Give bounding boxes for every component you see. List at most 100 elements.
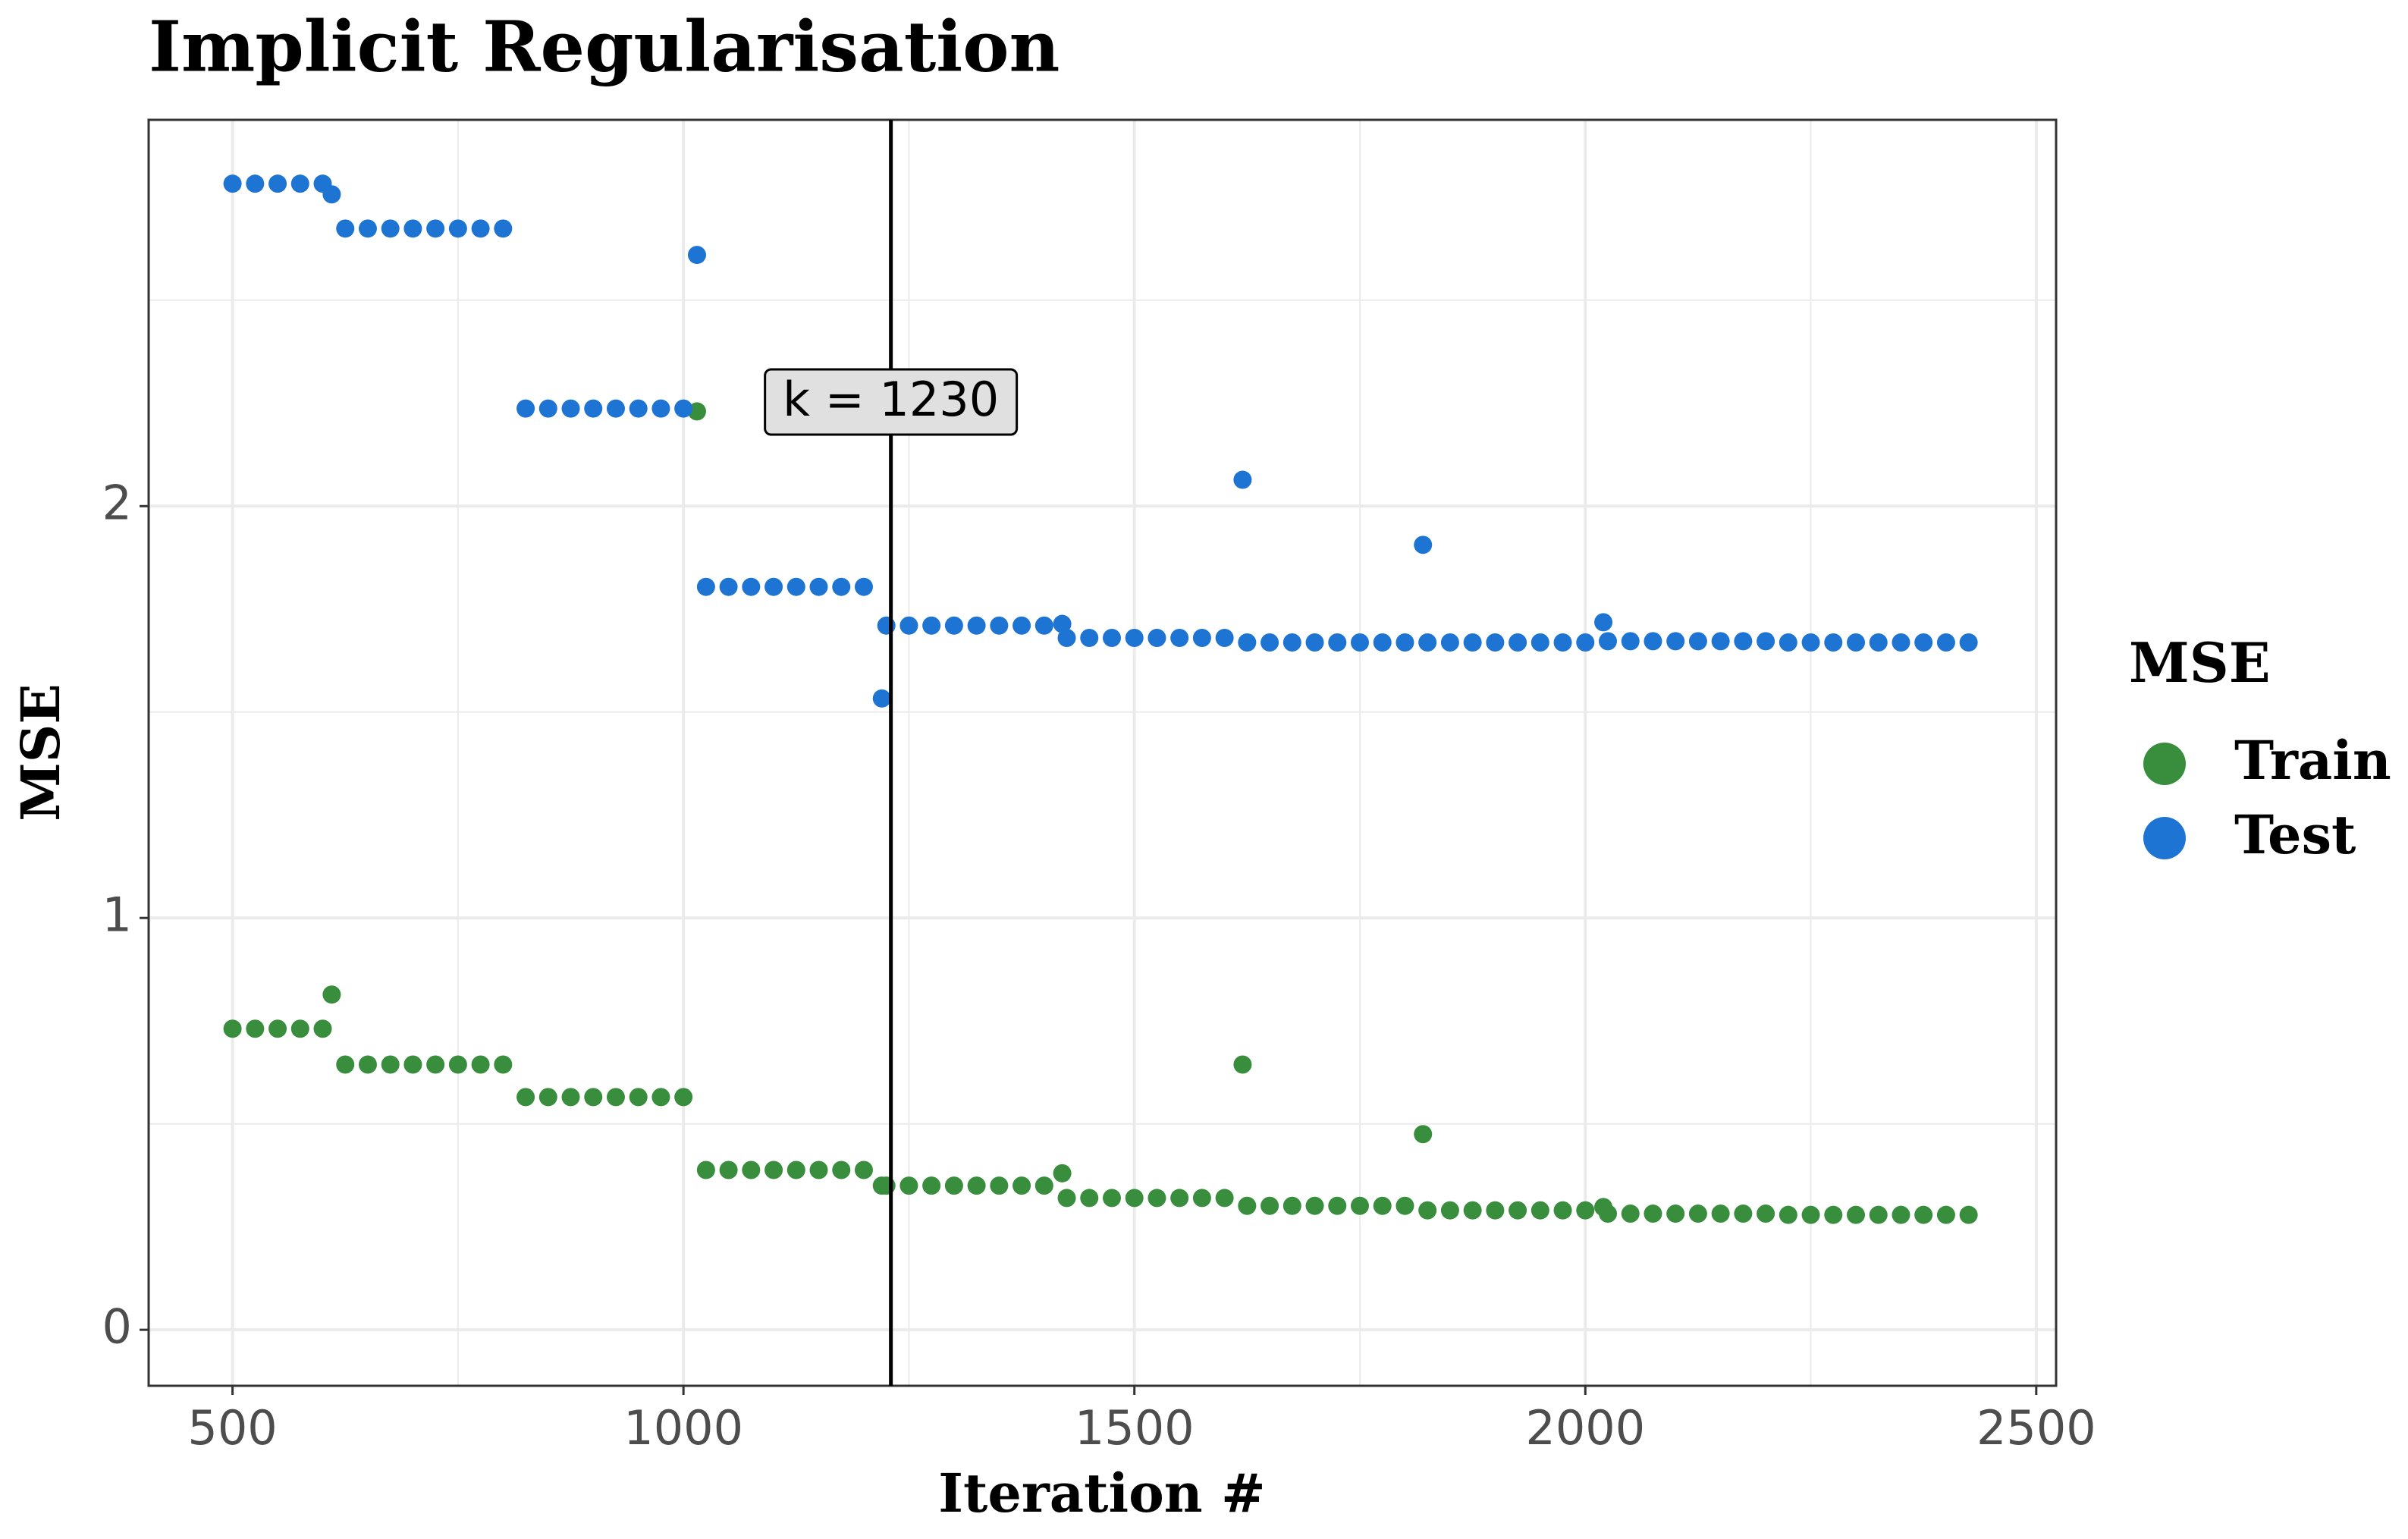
point bbox=[1509, 1201, 1527, 1220]
point bbox=[1102, 1189, 1121, 1208]
y-tick-label: 0 bbox=[102, 1299, 132, 1354]
point bbox=[494, 219, 513, 238]
point bbox=[1757, 632, 1775, 651]
point bbox=[516, 1088, 535, 1107]
point bbox=[358, 1055, 377, 1074]
plot-border bbox=[147, 118, 2058, 1387]
point bbox=[1824, 633, 1843, 652]
point bbox=[1936, 1205, 1955, 1224]
point bbox=[1012, 616, 1031, 635]
point bbox=[899, 1176, 918, 1195]
point bbox=[1261, 633, 1279, 652]
point bbox=[1414, 1125, 1433, 1144]
point bbox=[651, 399, 670, 418]
x-tick-label: 500 bbox=[187, 1400, 277, 1456]
point bbox=[1599, 632, 1618, 651]
point bbox=[448, 1055, 467, 1074]
point bbox=[967, 616, 986, 635]
point bbox=[687, 246, 706, 265]
point bbox=[584, 399, 603, 418]
x-tick-label: 1000 bbox=[623, 1400, 743, 1456]
point bbox=[809, 577, 828, 596]
annotation-box bbox=[764, 368, 1019, 436]
point bbox=[1261, 1196, 1279, 1215]
point bbox=[561, 399, 580, 418]
point bbox=[1553, 1201, 1572, 1220]
point bbox=[1959, 633, 1978, 652]
point bbox=[1282, 1196, 1301, 1215]
point bbox=[872, 689, 891, 708]
point bbox=[809, 1161, 828, 1179]
point bbox=[1080, 629, 1099, 648]
point bbox=[1936, 633, 1955, 652]
point bbox=[1869, 1205, 1888, 1224]
point bbox=[1711, 632, 1730, 651]
point bbox=[1396, 1196, 1414, 1215]
point bbox=[584, 1088, 603, 1107]
point bbox=[990, 1176, 1009, 1195]
point bbox=[1080, 1189, 1099, 1208]
point bbox=[268, 1019, 287, 1038]
point bbox=[1509, 633, 1527, 652]
point bbox=[1418, 1201, 1437, 1220]
point bbox=[358, 219, 377, 238]
legend-marker bbox=[2143, 743, 2186, 785]
legend-title: MSE bbox=[2129, 630, 2271, 695]
series bbox=[223, 174, 1978, 708]
point bbox=[1147, 1189, 1166, 1208]
y-tick-label: 2 bbox=[102, 475, 132, 530]
point bbox=[426, 1055, 445, 1074]
point bbox=[426, 219, 445, 238]
point bbox=[687, 402, 706, 421]
point bbox=[1238, 633, 1257, 652]
point bbox=[494, 1055, 513, 1074]
point bbox=[1576, 1201, 1595, 1220]
point bbox=[854, 1161, 873, 1179]
point bbox=[1801, 1205, 1820, 1224]
point bbox=[1282, 633, 1301, 652]
point bbox=[1576, 633, 1595, 652]
point bbox=[246, 1019, 265, 1038]
point bbox=[1102, 629, 1121, 648]
point bbox=[246, 174, 265, 193]
point bbox=[1531, 1201, 1549, 1220]
point bbox=[1757, 1205, 1775, 1223]
point bbox=[1621, 632, 1640, 651]
point bbox=[1531, 633, 1549, 652]
point bbox=[1486, 1201, 1505, 1220]
point bbox=[1414, 536, 1433, 554]
x-tick-label: 2000 bbox=[1525, 1400, 1645, 1456]
legend-marker bbox=[2143, 817, 2186, 859]
point bbox=[606, 399, 625, 418]
point bbox=[561, 1088, 580, 1107]
point bbox=[1328, 633, 1347, 652]
point bbox=[1801, 633, 1820, 652]
point bbox=[1125, 1189, 1144, 1208]
point bbox=[1053, 1164, 1072, 1183]
point bbox=[403, 1055, 422, 1074]
point bbox=[1440, 1201, 1459, 1220]
point bbox=[1012, 1176, 1031, 1195]
point bbox=[1057, 1189, 1076, 1208]
point bbox=[1057, 629, 1076, 648]
point bbox=[223, 1019, 242, 1038]
point bbox=[651, 1088, 670, 1107]
point bbox=[1892, 1205, 1910, 1224]
point bbox=[1734, 632, 1753, 651]
point bbox=[1869, 633, 1888, 652]
point bbox=[1463, 633, 1482, 652]
annotation-label: k = 1230 bbox=[783, 372, 999, 427]
point bbox=[1396, 633, 1414, 652]
point bbox=[1440, 633, 1459, 652]
point bbox=[471, 219, 490, 238]
point bbox=[1847, 633, 1866, 652]
point bbox=[1463, 1201, 1482, 1220]
point bbox=[719, 577, 738, 596]
point bbox=[1666, 1205, 1685, 1223]
point bbox=[606, 1088, 625, 1107]
point bbox=[1644, 632, 1662, 651]
point bbox=[872, 1176, 891, 1195]
point bbox=[786, 577, 805, 596]
